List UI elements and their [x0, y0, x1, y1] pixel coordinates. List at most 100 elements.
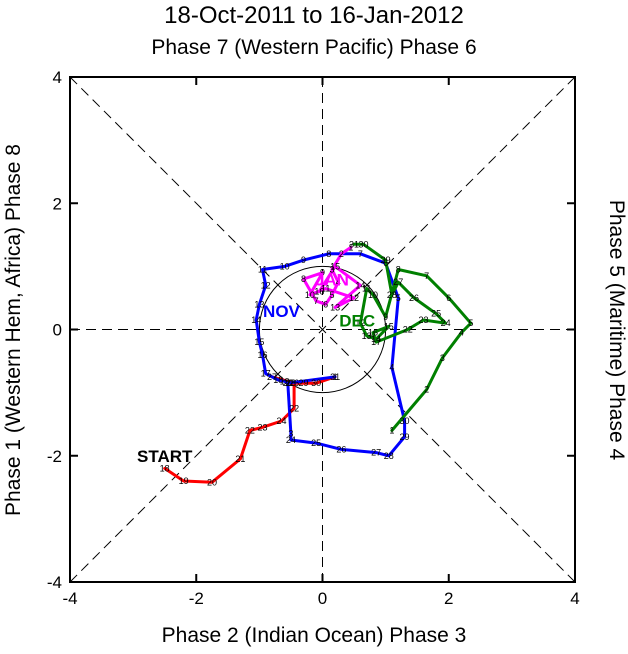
day-label: 10	[305, 290, 315, 300]
day-label: 4	[459, 328, 464, 338]
day-label: 6	[323, 299, 328, 309]
x-tick-label: -4	[62, 589, 77, 608]
day-label: 12	[349, 293, 359, 303]
y-tick-label: -4	[47, 573, 62, 592]
day-label: 6	[446, 293, 451, 303]
day-label: 24	[286, 435, 296, 445]
day-label: 26	[336, 444, 346, 454]
day-label: 9	[301, 255, 306, 265]
day-label: 14	[371, 334, 381, 344]
day-label: 3	[288, 429, 293, 439]
day-label: 22	[289, 403, 299, 413]
day-label: 7	[424, 271, 429, 281]
day-label: 4	[336, 277, 341, 287]
day-label: 7	[314, 296, 319, 306]
day-label: 7	[358, 249, 363, 259]
day-label: 22	[403, 325, 413, 335]
day-label: 12	[261, 280, 271, 290]
day-label: 30	[400, 416, 410, 426]
day-label: 8	[396, 265, 401, 275]
day-label: 21	[235, 454, 245, 464]
day-label: 3	[329, 265, 334, 275]
day-label: 3	[440, 353, 445, 363]
day-label: 27	[393, 277, 403, 287]
day-label: 24	[276, 416, 286, 426]
day-label: 11	[321, 283, 330, 293]
day-label: 30	[311, 378, 321, 388]
day-label: 6	[383, 258, 388, 268]
day-label: 27	[267, 372, 277, 382]
month-label: DEC	[339, 311, 375, 330]
day-label: 11	[258, 265, 267, 275]
day-label: 23	[258, 422, 268, 432]
chart-subtitle: Phase 7 (Western Pacific) Phase 6	[151, 36, 477, 59]
day-label: 12	[355, 318, 365, 328]
day-label: 16	[368, 328, 378, 338]
plot-frame	[69, 76, 576, 583]
day-label: 5	[396, 293, 401, 303]
y-tick-label: -2	[47, 447, 62, 466]
y-tick-label: 2	[53, 194, 62, 213]
chart-title: 18-Oct-2011 to 16-Jan-2012	[164, 2, 464, 29]
day-label: 4	[389, 362, 394, 372]
day-label: 28	[384, 451, 394, 461]
day-label: 18	[160, 463, 170, 473]
day-label: 28	[286, 378, 296, 388]
day-label: 9	[320, 268, 325, 278]
day-label: 14	[251, 315, 261, 325]
day-label: 16	[314, 287, 324, 297]
day-label: 10	[368, 290, 378, 300]
diagonal-dashed-line	[69, 76, 576, 583]
day-label: 29	[400, 432, 410, 442]
start-label: START	[137, 447, 193, 466]
day-label: 26	[409, 293, 419, 303]
day-label: 8	[326, 249, 331, 259]
day-label: 30	[359, 239, 369, 249]
day-label: 16	[258, 350, 268, 360]
day-label: 5	[468, 318, 473, 328]
day-label: 10	[280, 261, 290, 271]
y-tick-label: 4	[53, 68, 62, 87]
series-line	[302, 245, 362, 309]
day-label: 13	[362, 331, 372, 341]
day-label: 9	[383, 312, 388, 322]
x-tick-label: -2	[189, 589, 204, 608]
day-label: 11	[362, 283, 371, 293]
day-label: 25	[311, 438, 321, 448]
day-label: 31	[349, 239, 359, 249]
trajectory-series	[163, 242, 473, 484]
day-label: 17	[261, 369, 271, 379]
day-label: 20	[283, 378, 293, 388]
day-label: 31	[330, 372, 340, 382]
month-labels: NOV DEC JAN	[263, 270, 375, 330]
day-label: 13	[330, 302, 340, 312]
series-line	[163, 375, 337, 484]
x-tick-label: 2	[444, 589, 453, 608]
day-label: 14	[355, 280, 365, 290]
day-label: 27	[371, 448, 381, 458]
day-label: 17	[371, 337, 381, 347]
day-label: 29	[299, 378, 309, 388]
day-label: 1	[333, 372, 338, 382]
day-label: 18	[273, 375, 283, 385]
day-label: 2	[339, 249, 344, 259]
day-label: 13	[254, 299, 264, 309]
day-label: 26	[289, 378, 299, 388]
day-label: 29	[381, 255, 391, 265]
day-label: 1	[348, 242, 353, 252]
day-label: 1	[389, 426, 394, 436]
day-label: 2	[424, 384, 429, 394]
x-axis-label: Phase 2 (Indian Ocean) Phase 3	[161, 624, 467, 647]
day-label: 8	[301, 274, 306, 284]
month-label: JAN	[315, 270, 349, 289]
day-label: 19	[280, 376, 290, 386]
day-label: 22	[245, 426, 255, 436]
series-line	[254, 252, 407, 458]
day-label: 5	[329, 290, 334, 300]
y-tick-label: 0	[53, 321, 62, 340]
day-label: 15	[254, 337, 264, 347]
day-label: 19	[179, 476, 189, 486]
